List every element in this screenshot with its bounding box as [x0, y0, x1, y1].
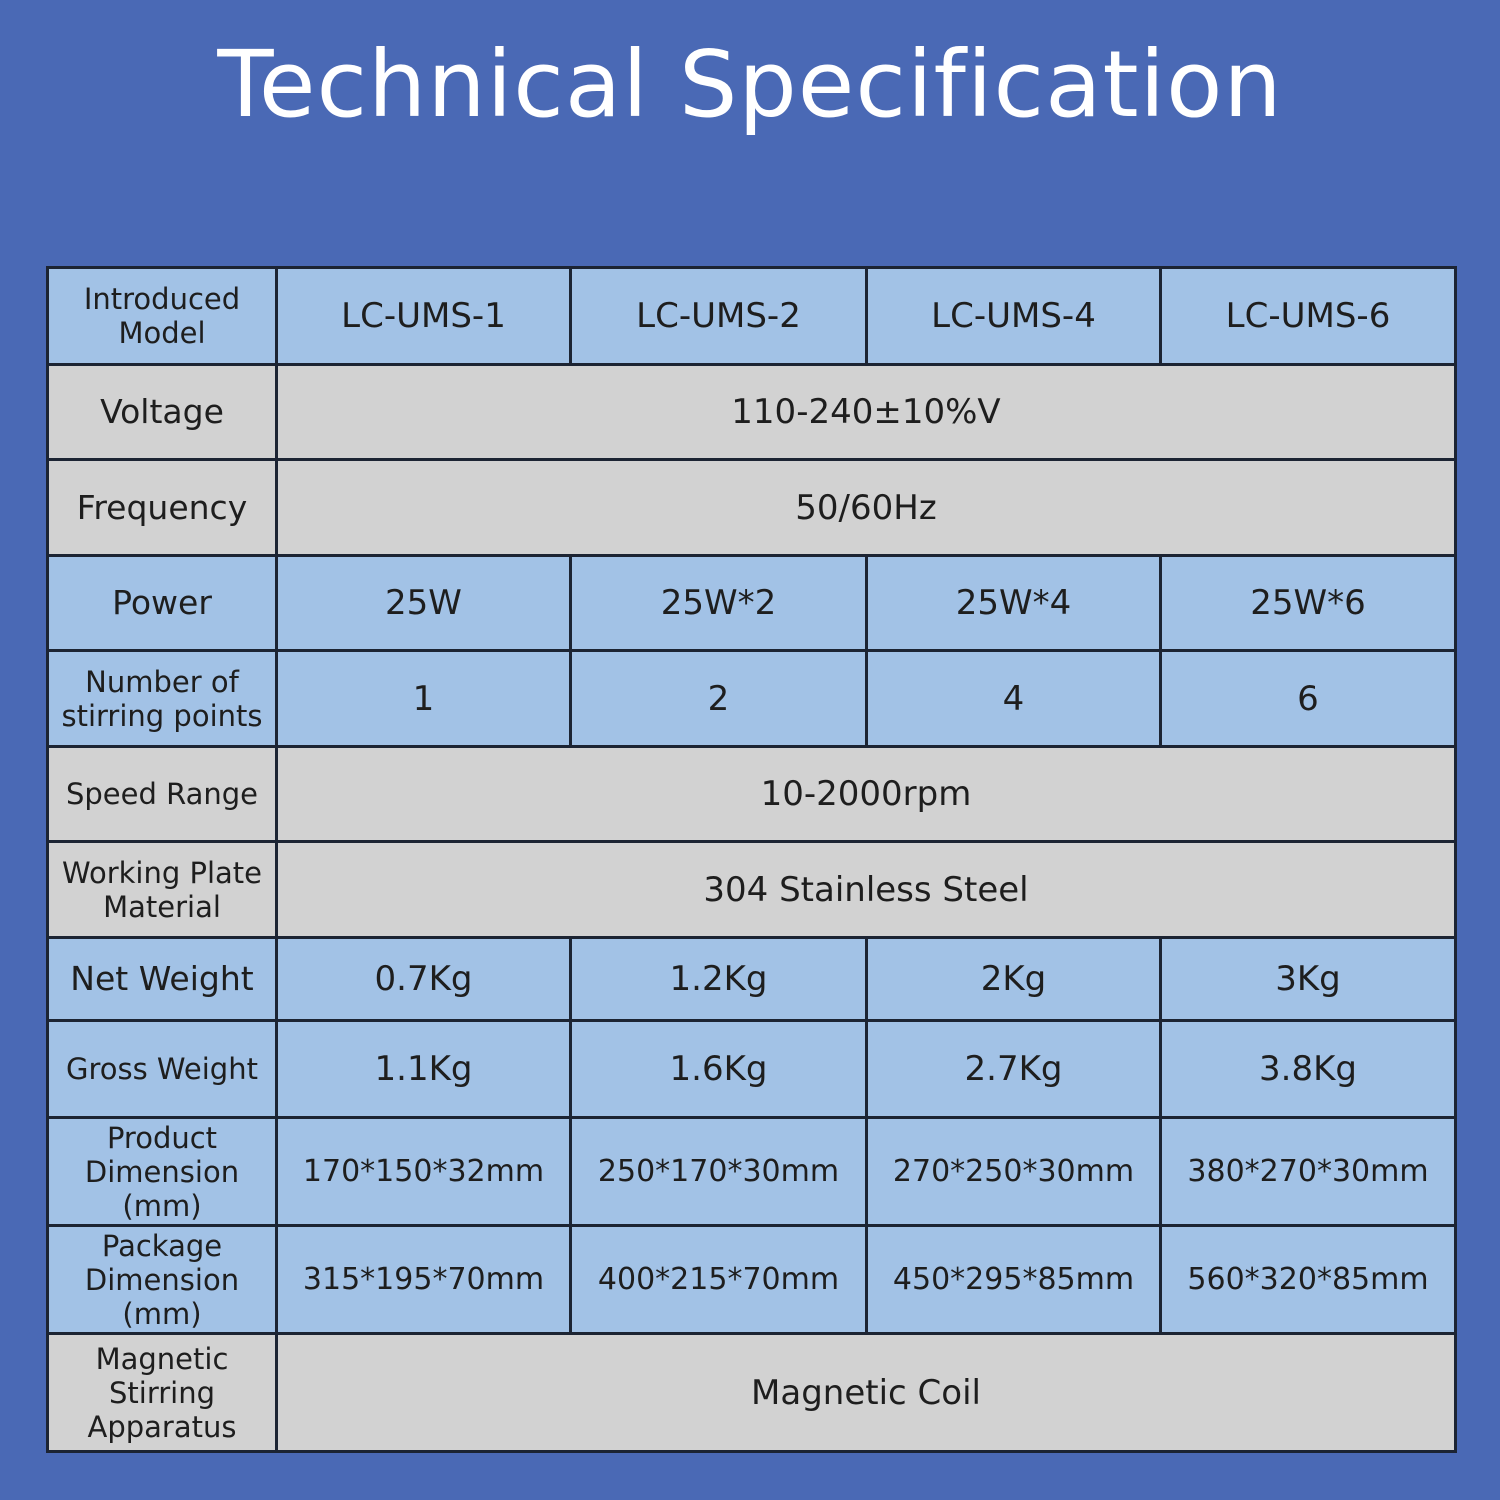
label-plate-material: Working Plate Material	[46, 840, 278, 939]
row-stirring-points: Number of stirring points 1 2 4 6	[46, 649, 1457, 748]
package-dimension-cell: 400*215*70mm	[569, 1224, 868, 1335]
product-dimension-cell: 380*270*30mm	[1159, 1116, 1457, 1227]
gross-weight-cell: 1.1Kg	[275, 1019, 572, 1119]
row-gross-weight: Gross Weight 1.1Kg 1.6Kg 2.7Kg 3.8Kg	[46, 1019, 1457, 1119]
product-dimension-cell: 170*150*32mm	[275, 1116, 572, 1227]
gross-weight-cell: 1.6Kg	[569, 1019, 868, 1119]
gross-weight-cell: 2.7Kg	[865, 1019, 1162, 1119]
package-dimension-cell: 560*320*85mm	[1159, 1224, 1457, 1335]
label-gross-weight: Gross Weight	[46, 1019, 278, 1119]
product-dimension-cell: 250*170*30mm	[569, 1116, 868, 1227]
label-product-dimension: Product Dimension (mm)	[46, 1116, 278, 1227]
value-plate-material: 304 Stainless Steel	[275, 840, 1457, 939]
label-voltage: Voltage	[46, 363, 278, 461]
net-weight-cell: 0.7Kg	[275, 936, 572, 1022]
label-stirring-points: Number of stirring points	[46, 649, 278, 748]
row-voltage: Voltage 110-240±10%V	[46, 363, 1457, 461]
net-weight-cell: 3Kg	[1159, 936, 1457, 1022]
model-cell: LC-UMS-1	[275, 266, 572, 366]
row-plate-material: Working Plate Material 304 Stainless Ste…	[46, 840, 1457, 939]
row-power: Power 25W 25W*2 25W*4 25W*6	[46, 554, 1457, 652]
power-cell: 25W*4	[865, 554, 1162, 652]
power-cell: 25W	[275, 554, 572, 652]
net-weight-cell: 1.2Kg	[569, 936, 868, 1022]
page-title: Technical Specification	[217, 31, 1283, 138]
model-cell: LC-UMS-2	[569, 266, 868, 366]
label-package-dimension: Package Dimension (mm)	[46, 1224, 278, 1335]
label-net-weight: Net Weight	[46, 936, 278, 1022]
package-dimension-cell: 315*195*70mm	[275, 1224, 572, 1335]
model-cell: LC-UMS-6	[1159, 266, 1457, 366]
package-dimension-cell: 450*295*85mm	[865, 1224, 1162, 1335]
net-weight-cell: 2Kg	[865, 936, 1162, 1022]
label-introduced-model: Introduced Model	[46, 266, 278, 366]
row-speed-range: Speed Range 10-2000rpm	[46, 745, 1457, 843]
value-speed-range: 10-2000rpm	[275, 745, 1457, 843]
value-frequency: 50/60Hz	[275, 458, 1457, 557]
stirring-points-cell: 6	[1159, 649, 1457, 748]
row-model: Introduced Model LC-UMS-1 LC-UMS-2 LC-UM…	[46, 266, 1457, 366]
stirring-points-cell: 2	[569, 649, 868, 748]
label-power: Power	[46, 554, 278, 652]
label-frequency: Frequency	[46, 458, 278, 557]
gross-weight-cell: 3.8Kg	[1159, 1019, 1457, 1119]
model-cell: LC-UMS-4	[865, 266, 1162, 366]
row-net-weight: Net Weight 0.7Kg 1.2Kg 2Kg 3Kg	[46, 936, 1457, 1022]
power-cell: 25W*2	[569, 554, 868, 652]
row-stirring-apparatus: Magnetic Stirring Apparatus Magnetic Coi…	[46, 1332, 1457, 1453]
spec-table: Introduced Model LC-UMS-1 LC-UMS-2 LC-UM…	[46, 266, 1457, 1453]
power-cell: 25W*6	[1159, 554, 1457, 652]
label-speed-range: Speed Range	[46, 745, 278, 843]
stirring-points-cell: 4	[865, 649, 1162, 748]
product-dimension-cell: 270*250*30mm	[865, 1116, 1162, 1227]
row-package-dimension: Package Dimension (mm) 315*195*70mm 400*…	[46, 1224, 1457, 1335]
value-voltage: 110-240±10%V	[275, 363, 1457, 461]
value-stirring-apparatus: Magnetic Coil	[275, 1332, 1457, 1453]
label-stirring-apparatus: Magnetic Stirring Apparatus	[46, 1332, 278, 1453]
row-product-dimension: Product Dimension (mm) 170*150*32mm 250*…	[46, 1116, 1457, 1227]
stirring-points-cell: 1	[275, 649, 572, 748]
row-frequency: Frequency 50/60Hz	[46, 458, 1457, 557]
